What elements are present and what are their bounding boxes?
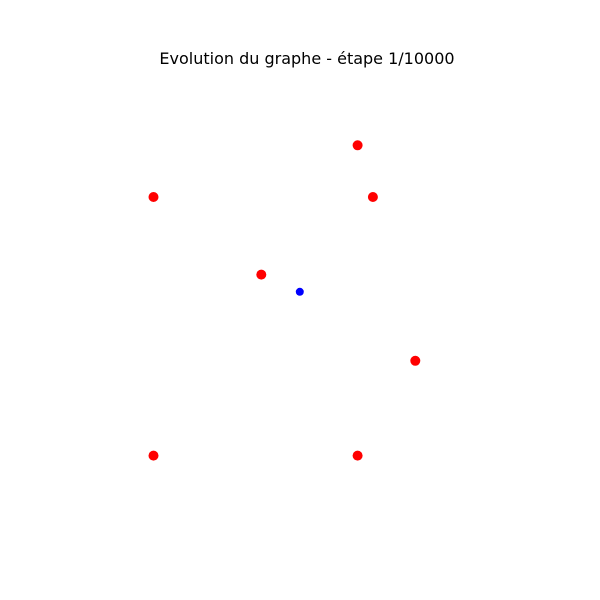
scatter-point-0-4	[410, 355, 421, 366]
scatter-point-1-0	[295, 287, 304, 296]
plot-area	[148, 140, 421, 461]
series-0	[148, 140, 421, 461]
scatter-point-0-5	[148, 450, 159, 461]
scatter-point-0-3	[367, 192, 378, 202]
scatter-point-0-0	[148, 192, 159, 202]
scatter-point-0-6	[352, 450, 363, 461]
chart-title: Evolution du graphe - étape 1/10000	[159, 49, 454, 68]
scatter-point-0-1	[256, 269, 267, 280]
series-1	[295, 287, 304, 296]
scatter-point-0-2	[352, 140, 363, 151]
